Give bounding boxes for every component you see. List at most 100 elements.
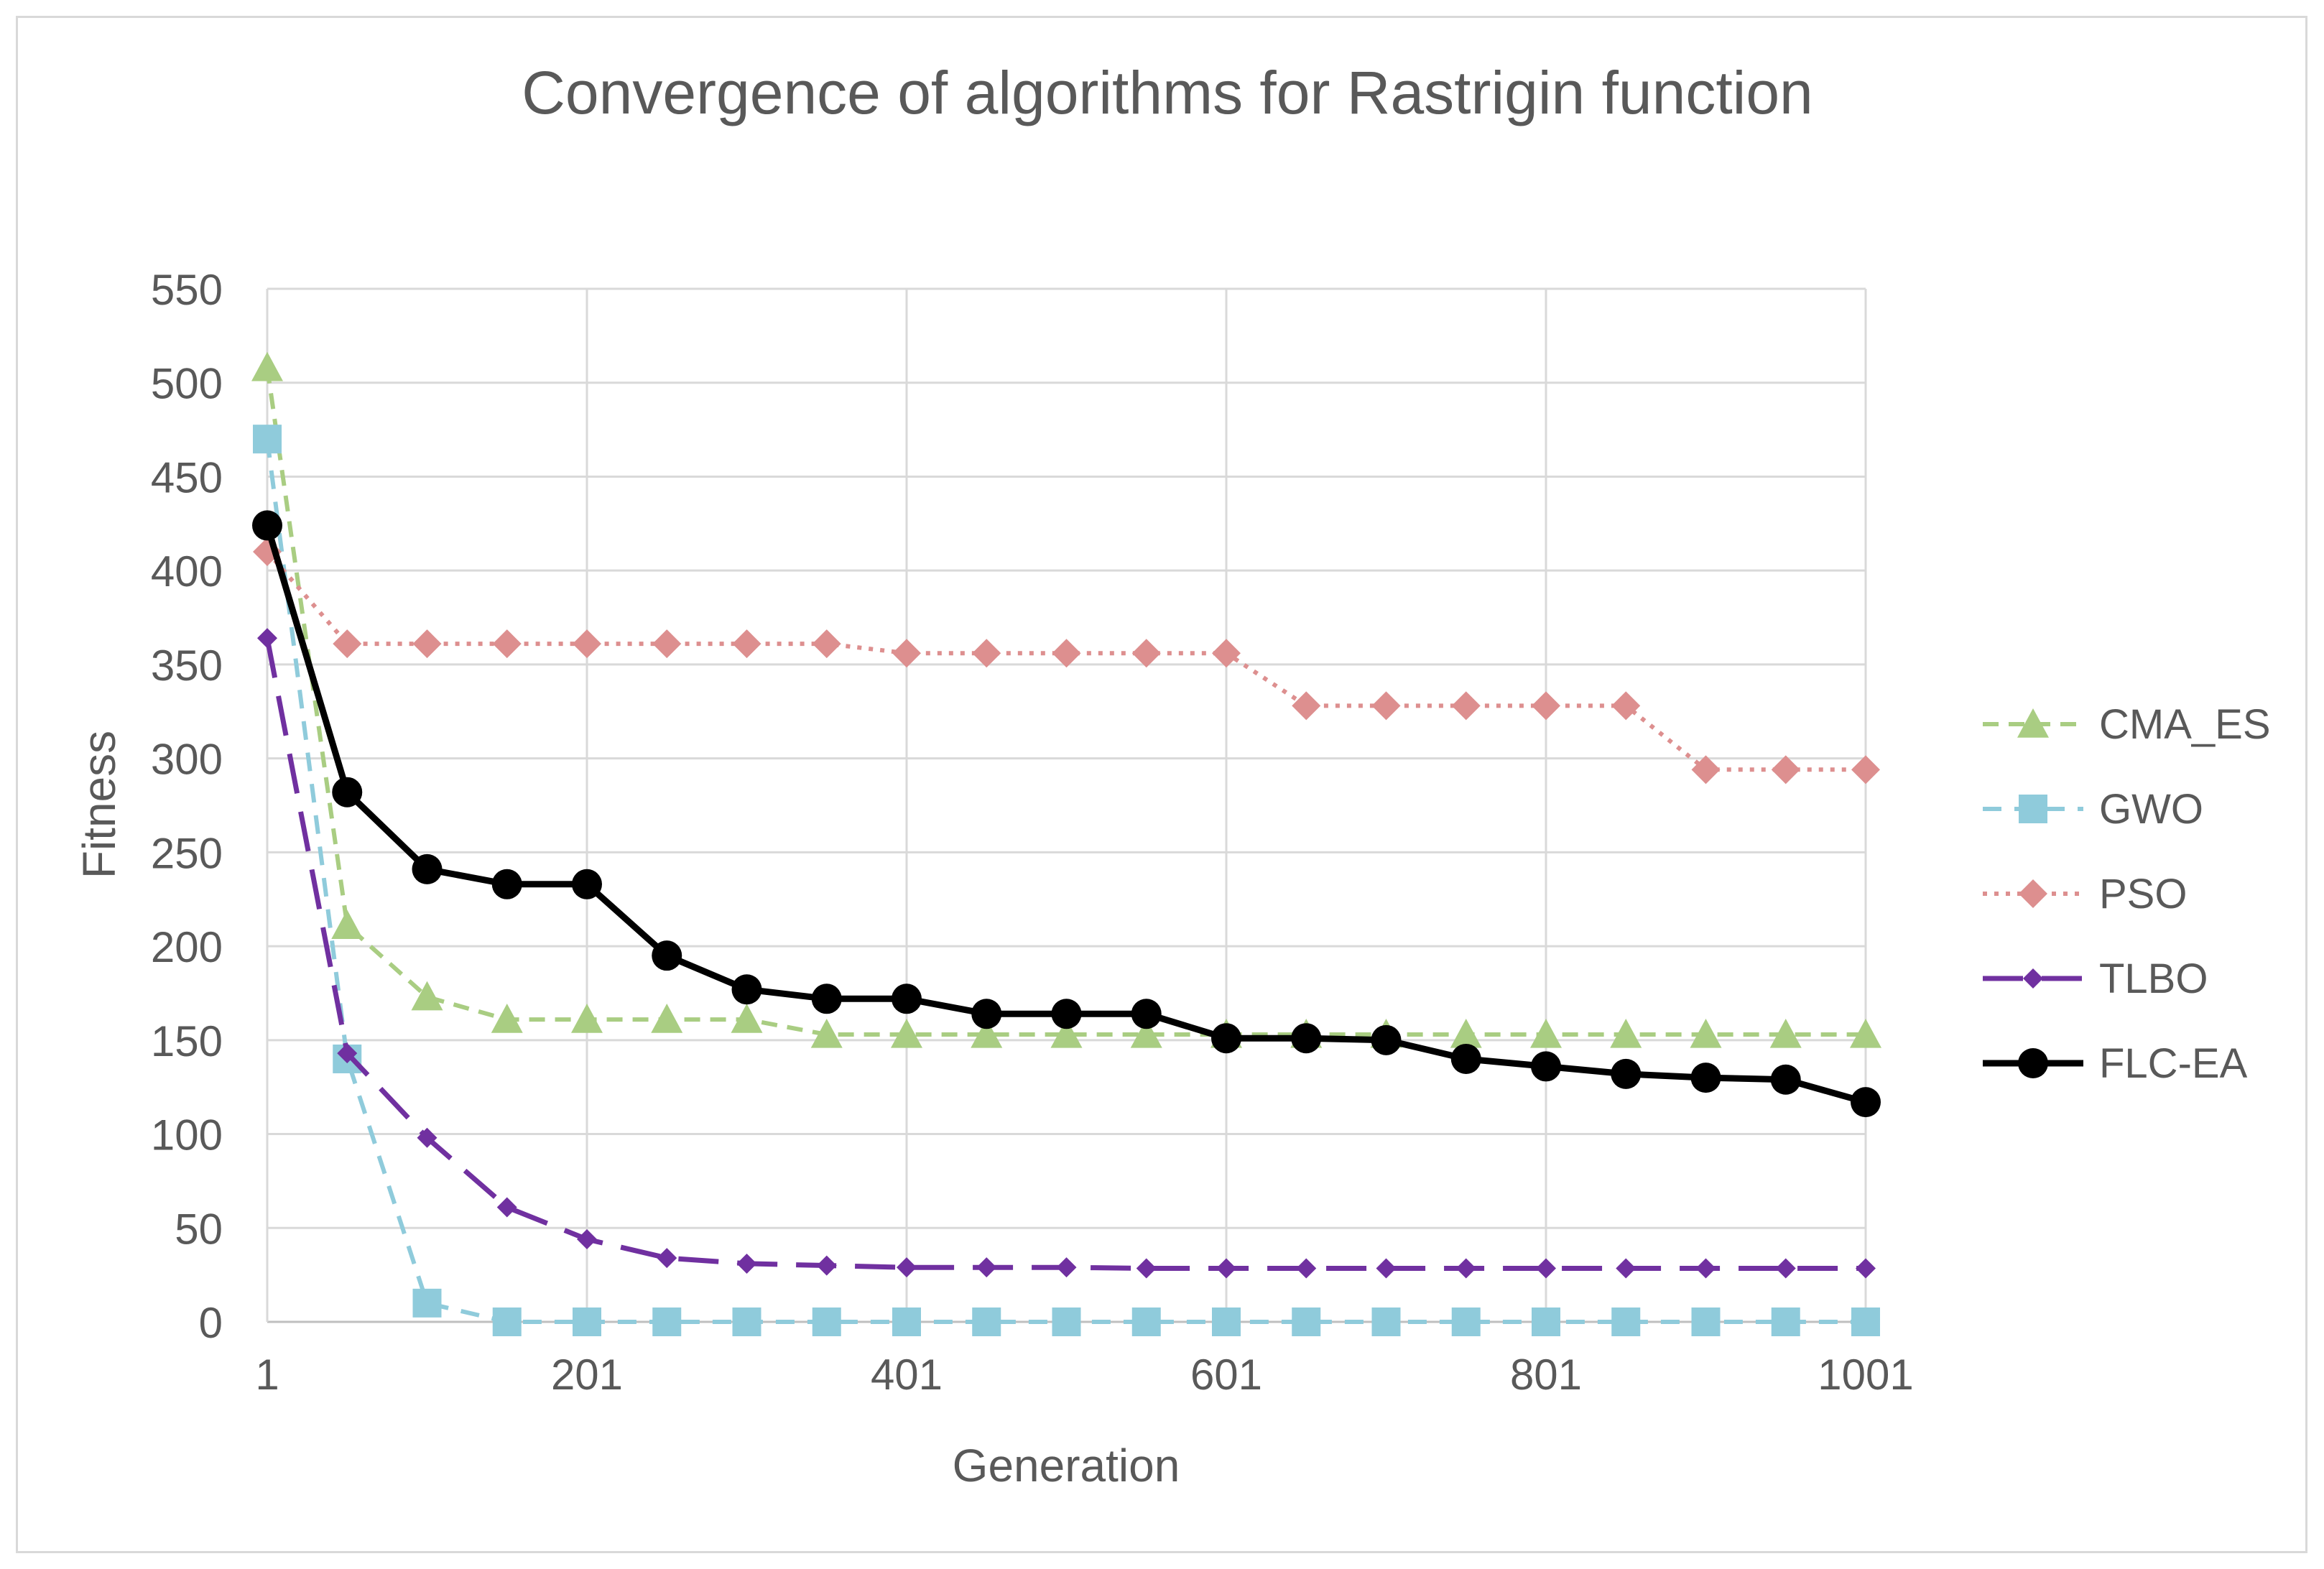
y-tick-label: 150 xyxy=(151,1017,223,1065)
legend-swatch-marker xyxy=(2019,795,2047,823)
data-point-gwo xyxy=(732,1308,761,1336)
data-point-cma-es xyxy=(1850,1018,1881,1048)
data-point-gwo xyxy=(1532,1308,1560,1336)
y-tick-label: 250 xyxy=(151,829,223,877)
legend-label: TLBO xyxy=(2099,955,2208,1002)
data-point-cma-es xyxy=(1450,1018,1482,1048)
data-point-flc-ea xyxy=(1450,1043,1481,1074)
series-flc-ea xyxy=(252,510,1881,1118)
series-tlbo xyxy=(257,628,1876,1279)
data-point-flc-ea xyxy=(971,999,1002,1029)
y-tick-label: 450 xyxy=(151,453,223,501)
data-point-flc-ea xyxy=(1211,1023,1241,1054)
data-point-gwo xyxy=(1212,1308,1241,1336)
data-point-flc-ea xyxy=(572,869,602,899)
data-point-tlbo xyxy=(657,1248,677,1269)
data-point-flc-ea xyxy=(652,940,682,971)
legend-swatch-marker xyxy=(2023,968,2043,989)
data-point-flc-ea xyxy=(1291,1023,1322,1054)
data-point-gwo xyxy=(1611,1308,1641,1336)
data-point-pso xyxy=(412,629,442,659)
y-tick-label: 0 xyxy=(199,1299,223,1347)
data-point-tlbo xyxy=(1455,1258,1476,1279)
data-point-gwo xyxy=(1691,1308,1721,1336)
data-point-cma-es xyxy=(571,1004,603,1033)
data-point-tlbo xyxy=(976,1257,997,1278)
y-tick-label: 400 xyxy=(151,547,223,596)
data-point-gwo xyxy=(1292,1308,1321,1336)
x-tick-label: 1 xyxy=(255,1351,279,1399)
data-point-tlbo xyxy=(1775,1258,1796,1279)
data-point-tlbo xyxy=(577,1228,597,1249)
data-point-tlbo xyxy=(1296,1258,1317,1279)
data-point-gwo xyxy=(1771,1308,1800,1336)
data-point-cma-es xyxy=(331,910,364,940)
legend-swatch-marker xyxy=(2017,708,2049,738)
data-point-cma-es xyxy=(251,351,283,381)
series-line-tlbo xyxy=(264,637,1866,1271)
series-pso xyxy=(253,537,1880,784)
legend-label: GWO xyxy=(2099,786,2203,833)
data-point-gwo xyxy=(812,1308,841,1336)
data-point-gwo xyxy=(253,425,282,454)
data-point-pso xyxy=(1771,755,1800,784)
data-point-cma-es xyxy=(1530,1018,1562,1048)
data-point-cma-es xyxy=(1610,1018,1642,1048)
data-point-pso xyxy=(1691,755,1721,784)
series-cma-es xyxy=(251,351,1881,1048)
y-tick-label: 200 xyxy=(151,923,223,971)
grid xyxy=(266,287,1867,1323)
data-point-cma-es xyxy=(1050,1018,1083,1048)
x-axis-label: Generation xyxy=(953,1440,1180,1491)
data-point-tlbo xyxy=(736,1253,757,1274)
series-gwo xyxy=(253,425,1880,1336)
legend-swatch-marker xyxy=(2019,879,2047,908)
data-point-gwo xyxy=(972,1308,1001,1336)
data-point-pso xyxy=(492,629,522,659)
legend-item-gwo: GWO xyxy=(1983,786,2203,833)
data-point-flc-ea xyxy=(1770,1064,1801,1095)
data-point-gwo xyxy=(1131,1308,1161,1336)
data-point-flc-ea xyxy=(1051,999,1082,1029)
data-point-tlbo xyxy=(1856,1258,1876,1279)
data-point-pso xyxy=(1611,691,1641,721)
legend-item-tlbo: TLBO xyxy=(1983,955,2208,1002)
legend-item-flc-ea: FLC-EA xyxy=(1983,1040,2248,1087)
y-tick-label: 350 xyxy=(151,642,223,690)
legend-item-cma-es: CMA_ES xyxy=(1983,701,2271,748)
data-point-gwo xyxy=(1052,1308,1081,1336)
x-tick-label: 601 xyxy=(1190,1351,1262,1399)
data-point-pso xyxy=(1532,691,1560,721)
data-point-flc-ea xyxy=(332,777,363,807)
data-point-pso xyxy=(1212,639,1241,668)
data-point-pso xyxy=(812,629,841,659)
data-point-flc-ea xyxy=(1611,1058,1642,1089)
data-point-flc-ea xyxy=(1131,999,1162,1029)
data-point-cma-es xyxy=(1769,1018,1802,1048)
legend-item-pso: PSO xyxy=(1983,871,2188,917)
series-line-cma-es xyxy=(265,367,1866,1037)
data-point-flc-ea xyxy=(1531,1051,1561,1082)
data-point-tlbo xyxy=(897,1257,917,1278)
data-point-flc-ea xyxy=(252,510,282,541)
data-point-cma-es xyxy=(491,1004,523,1033)
data-point-gwo xyxy=(652,1308,682,1336)
series-group xyxy=(251,351,1881,1336)
data-point-pso xyxy=(652,629,682,659)
data-point-tlbo xyxy=(257,628,277,649)
chart-frame xyxy=(16,16,2307,1553)
data-point-flc-ea xyxy=(1851,1087,1881,1118)
y-axis-ticks: 0 50 100 150 200 250 300 350 400 450 500 550 xyxy=(151,266,223,1347)
data-point-cma-es xyxy=(411,981,443,1011)
data-point-cma-es xyxy=(1130,1018,1162,1048)
data-point-tlbo xyxy=(816,1255,837,1276)
data-point-cma-es xyxy=(1690,1018,1722,1048)
data-point-flc-ea xyxy=(892,983,922,1014)
data-point-tlbo xyxy=(1536,1258,1556,1279)
data-point-tlbo xyxy=(337,1043,358,1064)
data-point-gwo xyxy=(1371,1308,1401,1336)
data-point-gwo xyxy=(1451,1308,1481,1336)
data-point-flc-ea xyxy=(1371,1024,1402,1055)
data-point-tlbo xyxy=(1376,1258,1397,1279)
